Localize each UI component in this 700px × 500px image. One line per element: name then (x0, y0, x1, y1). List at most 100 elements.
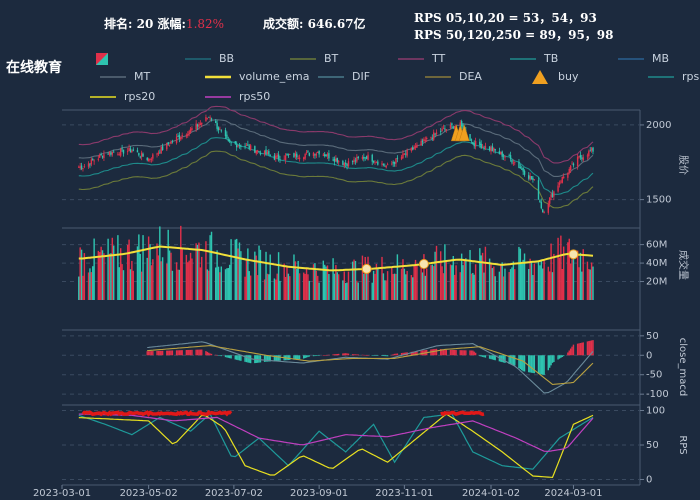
candle-body (406, 150, 408, 156)
candle-body (305, 152, 308, 153)
candle-body (296, 153, 298, 158)
macd-histogram-bar (315, 355, 318, 356)
candle-body (553, 191, 555, 197)
candle-body (533, 179, 536, 181)
macd-histogram-bar (294, 355, 297, 360)
macd-histogram-bar (159, 350, 161, 356)
macd-histogram-bar (385, 355, 387, 357)
volume-bar (453, 274, 456, 300)
macd-histogram-bar (568, 350, 570, 356)
candle-body (328, 153, 330, 159)
volume-bar (557, 237, 559, 300)
candle-body (224, 129, 227, 137)
candle-body (576, 156, 579, 167)
macd-histogram-bar (324, 355, 326, 356)
candle-body (237, 145, 239, 147)
volume-bar (107, 238, 109, 300)
candle-body (410, 147, 413, 151)
candle-body (333, 158, 336, 162)
volume-bar (474, 264, 477, 300)
volume-bar (553, 253, 555, 300)
macd-histogram-bar (452, 349, 454, 356)
volume-bar (171, 270, 174, 300)
volume-bar (460, 253, 463, 300)
candle-body (412, 147, 414, 150)
macd-histogram-bar (160, 350, 162, 356)
candle-body (208, 116, 210, 118)
candle-body (315, 153, 318, 156)
volume-bar (166, 263, 168, 300)
macd-histogram-bar (157, 350, 160, 356)
candle-body (347, 161, 350, 167)
macd-histogram-bar (304, 355, 306, 359)
volume-bar (514, 269, 516, 300)
candle-body (423, 138, 425, 142)
volume-bar (356, 280, 358, 300)
macd-histogram-bar (589, 340, 591, 356)
volume-bar (317, 275, 319, 300)
macd-histogram-bar (592, 340, 594, 356)
candle-body (500, 152, 502, 155)
candle-body (107, 153, 109, 155)
candle-body (324, 154, 326, 156)
x-tick-label: 2023-07-02 (205, 488, 263, 499)
volume-bar (413, 265, 415, 300)
candle-body (562, 176, 565, 179)
volume-bar (298, 273, 301, 300)
volume-bar (160, 261, 162, 300)
macd-histogram-bar (504, 355, 506, 363)
macd-histogram-bar (453, 349, 456, 356)
turnover-value: 646.67亿 (307, 17, 366, 31)
candle-body (217, 127, 220, 131)
candle-body (103, 154, 105, 158)
candle-body (581, 157, 583, 159)
volume-bar (255, 255, 257, 300)
volume-bar (297, 260, 299, 300)
volume-bar (502, 276, 505, 300)
macd-histogram-bar (590, 340, 593, 356)
candle-body (539, 200, 541, 203)
volume-bar (532, 275, 534, 300)
volume-bar (354, 260, 357, 300)
candle-body (265, 149, 267, 155)
macd-histogram-bar (268, 355, 270, 362)
volume-bar (266, 273, 269, 300)
header-rank-change: 排名: 20 涨幅:1.82% (104, 15, 224, 32)
volume-bar (156, 243, 158, 300)
volume-bar (189, 252, 192, 300)
volume-bar (191, 258, 193, 300)
volume-bar (434, 251, 436, 300)
macd-histogram-bar (432, 349, 435, 356)
candle-body (273, 155, 276, 160)
volume-bar (108, 253, 111, 300)
volume-bar (215, 267, 217, 300)
volume-bar (480, 255, 482, 300)
legend-swatch (96, 53, 108, 65)
volume-bar (175, 262, 178, 300)
candle-body (126, 151, 129, 153)
candle-body (180, 137, 182, 140)
volume-bar (248, 271, 250, 300)
volume-bar (240, 251, 242, 300)
macd-histogram-bar (455, 350, 457, 356)
candle-body (421, 140, 424, 143)
rps-short-readout: RPS 05,10,20 = 53，54，93 (414, 11, 597, 25)
macd-histogram-bar (336, 353, 338, 356)
volume-bar (469, 250, 471, 300)
legend-label: DEA (459, 70, 482, 83)
candle-body (396, 157, 399, 159)
candle-body (430, 137, 432, 139)
candle-body (372, 160, 375, 163)
macd-histogram-bar (435, 348, 438, 356)
candle-body (391, 163, 393, 165)
volume-bar (99, 252, 101, 300)
macd-histogram-bar (269, 355, 271, 362)
candle-body (364, 157, 366, 159)
macd-histogram-bar (519, 355, 522, 370)
volume-bar (276, 273, 278, 300)
macd-histogram-bar (395, 353, 397, 356)
volume-bar (336, 272, 338, 300)
macd-histogram-bar (571, 346, 573, 356)
macd-histogram-bar (219, 355, 221, 356)
candle-body (548, 197, 551, 204)
